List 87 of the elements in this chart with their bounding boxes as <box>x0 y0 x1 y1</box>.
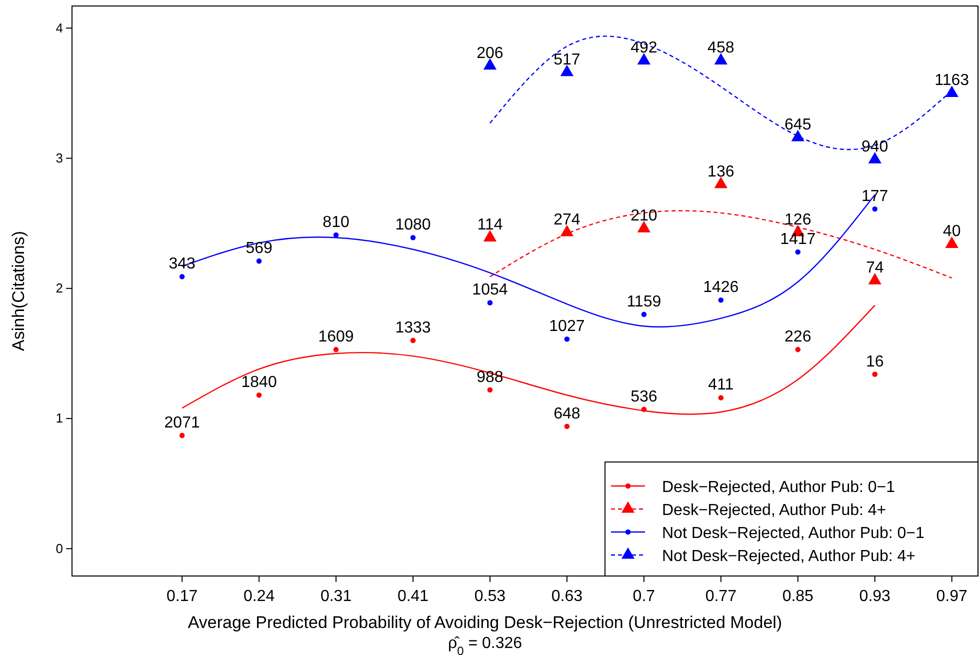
x-tick-label: 0.24 <box>243 588 275 605</box>
annotation: 988 <box>476 368 504 386</box>
annotation: 1333 <box>395 319 431 336</box>
y-tick-label: 1 <box>56 410 63 426</box>
point <box>483 58 497 70</box>
point <box>560 64 574 76</box>
x-axis-title: Average Predicted Probability of Avoiding Desk−Rejection (Unrestricted Model) <box>188 613 782 632</box>
legend-label: Not Desk−Rejected, Author Pub: 0−1 <box>662 525 924 542</box>
point <box>637 53 651 64</box>
annotation: 210 <box>630 208 658 225</box>
x-tick-label: 0.77 <box>705 588 737 605</box>
y-tick-label: 4 <box>56 20 63 36</box>
annotation: 536 <box>630 388 658 406</box>
annotation: 1163 <box>934 72 970 90</box>
annotation: 343 <box>168 256 196 273</box>
annotation: 114 <box>477 216 503 234</box>
x-tick-label: 0.93 <box>859 588 891 605</box>
annotation: 177 <box>862 188 888 206</box>
annotation: 40 <box>942 223 961 240</box>
text: ρ̂$_{0}$ = 0.326 <box>448 635 522 655</box>
x-tick-label: 0.97 <box>936 588 968 605</box>
point <box>410 338 416 344</box>
annotation: 74 <box>866 260 884 277</box>
legend-label: Desk−Rejected, Author Pub: 4+ <box>662 502 886 519</box>
x-tick-label: 0.41 <box>397 588 429 605</box>
point <box>256 392 262 398</box>
point <box>872 372 878 377</box>
annotation: 206 <box>476 44 504 62</box>
point <box>256 258 262 264</box>
annotation: 1054 <box>472 282 508 299</box>
point <box>637 220 651 232</box>
point <box>945 236 958 248</box>
point <box>714 53 728 64</box>
annotation: 1159 <box>626 293 662 310</box>
point <box>868 272 882 284</box>
point <box>564 424 570 429</box>
x-tick-label: 0.31 <box>320 588 352 605</box>
point <box>487 300 493 306</box>
annotation: 569 <box>246 240 272 258</box>
point <box>333 232 339 238</box>
annotation: 2071 <box>164 414 200 432</box>
point <box>872 206 878 212</box>
legend-label: Desk−Rejected, Author Pub: 0−1 <box>662 479 896 496</box>
point <box>333 346 339 352</box>
y-tick-label: 3 <box>56 150 63 166</box>
annotation: 136 <box>708 163 734 180</box>
x-tick-label: 0.63 <box>551 588 583 605</box>
point <box>179 432 185 438</box>
point <box>945 86 958 97</box>
annotation: 411 <box>708 376 734 394</box>
annotation: 648 <box>554 405 580 422</box>
point <box>795 346 801 352</box>
annotation: 1080 <box>395 216 431 234</box>
point <box>795 249 801 255</box>
point <box>718 395 724 400</box>
annotation: 517 <box>554 51 580 68</box>
point <box>718 297 724 303</box>
annotation: 492 <box>630 40 658 57</box>
annotation: 274 <box>554 211 580 228</box>
point <box>410 235 416 240</box>
point <box>641 312 647 318</box>
y-axis-title: Asinh(Citations) <box>9 231 28 351</box>
point <box>564 336 570 342</box>
point <box>868 152 882 164</box>
annotation: 645 <box>784 116 812 134</box>
point <box>714 176 728 188</box>
annotation: 1609 <box>318 328 354 346</box>
y-tick-label: 0 <box>56 540 63 556</box>
x-tick-label: 0.53 <box>474 588 506 605</box>
annotation: 810 <box>322 214 350 232</box>
point <box>179 274 185 280</box>
point <box>487 387 493 393</box>
x-tick-label: 0.7 <box>632 588 656 605</box>
annotation: 940 <box>862 138 888 156</box>
annotation: 1417 <box>780 230 816 248</box>
x-tick-label: 0.85 <box>782 588 814 605</box>
annotation: 16 <box>866 353 884 370</box>
annotation: 226 <box>784 328 812 346</box>
annotation: 1840 <box>241 374 277 392</box>
annotation: 1027 <box>549 318 585 336</box>
y-tick-label: 2 <box>56 280 63 296</box>
annotation: 126 <box>784 211 812 228</box>
annotation: 458 <box>708 40 734 57</box>
point <box>483 230 497 242</box>
annotation: 1426 <box>703 279 739 296</box>
x-tick-label: 0.17 <box>166 588 198 605</box>
legend-label: Not Desk−Rejected, Author Pub: 4+ <box>662 548 916 565</box>
